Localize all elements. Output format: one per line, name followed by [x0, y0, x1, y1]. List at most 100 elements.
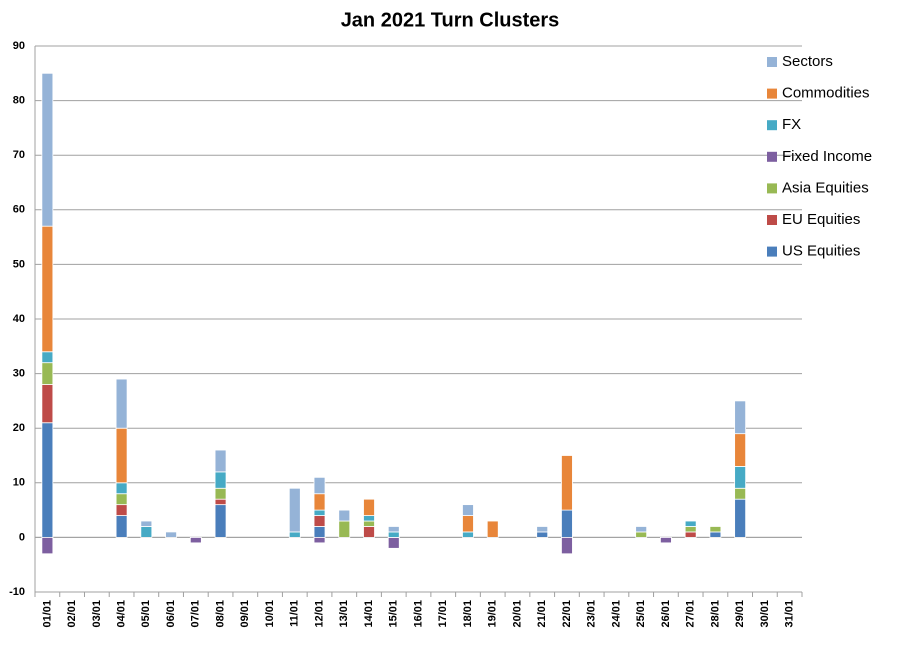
bar-segment — [41, 351, 54, 364]
y-tick-label: 60 — [13, 204, 25, 216]
x-tick-label: 01/01 — [41, 600, 53, 628]
bar-segment — [536, 531, 549, 538]
bar-segment — [561, 537, 573, 555]
bar-segment — [387, 526, 400, 533]
bar-segment — [189, 537, 202, 544]
bar-segment — [115, 482, 128, 495]
bar-segment — [734, 498, 747, 538]
y-tick-label: 30 — [13, 368, 25, 380]
x-tick-label: 11/01 — [289, 600, 301, 627]
bar-segment — [115, 504, 128, 516]
x-tick-label: 16/01 — [412, 600, 424, 628]
bar-segment — [214, 471, 227, 489]
y-tick-label: -10 — [9, 586, 25, 598]
y-tick-label: 70 — [13, 149, 25, 161]
bar-segment — [734, 400, 747, 435]
bar-segment — [462, 531, 474, 538]
y-tick-label: 90 — [13, 40, 25, 52]
bar-segment — [684, 520, 697, 527]
bar-segment — [363, 498, 375, 516]
x-tick-label: 15/01 — [388, 600, 400, 628]
bar-segment — [313, 526, 326, 538]
x-tick-label: 26/01 — [660, 600, 672, 628]
legend-swatch — [767, 215, 777, 225]
x-tick-label: 23/01 — [586, 600, 598, 628]
x-tick-label: 08/01 — [214, 600, 226, 628]
x-tick-label: 05/01 — [140, 600, 152, 628]
bar-segment — [313, 515, 326, 527]
y-tick-label: 20 — [13, 422, 25, 434]
bar-segment — [486, 520, 499, 538]
x-tick-label: 02/01 — [66, 600, 78, 628]
bar-segment — [288, 531, 301, 538]
bar-segment — [462, 515, 474, 533]
legend-label: US Equities — [782, 243, 860, 260]
bar-segment — [214, 504, 227, 538]
bar-segment — [313, 509, 326, 516]
bar-segment — [363, 526, 375, 538]
bar-segment — [734, 466, 747, 489]
x-tick-label: 04/01 — [116, 600, 128, 628]
x-tick-label: 03/01 — [91, 600, 103, 628]
bar-segment — [363, 515, 375, 522]
bar-segment — [115, 378, 128, 429]
legend-swatch — [767, 88, 777, 99]
bar-segment — [41, 362, 54, 385]
bar-segment — [338, 509, 351, 522]
bar-segment — [684, 531, 697, 538]
bar-segment — [313, 493, 326, 511]
x-tick-label: 31/01 — [784, 600, 796, 628]
bar-segment — [635, 526, 648, 533]
x-tick-label: 12/01 — [313, 600, 325, 628]
x-tick-label: 07/01 — [190, 600, 202, 628]
legend-swatch — [767, 246, 777, 257]
bar-segment — [313, 537, 326, 544]
bar-segment — [635, 531, 648, 538]
bar-segment — [462, 504, 474, 516]
bar-segment — [41, 225, 54, 353]
x-tick-label: 28/01 — [709, 600, 721, 628]
y-tick-label: 80 — [13, 95, 25, 107]
x-tick-label: 22/01 — [561, 600, 573, 628]
x-tick-label: 19/01 — [487, 600, 499, 628]
legend-swatch — [767, 120, 777, 131]
x-tick-label: 27/01 — [685, 600, 697, 628]
chart-title: Jan 2021 Turn Clusters — [341, 9, 560, 31]
bar-segment — [561, 455, 573, 511]
x-tick-label: 25/01 — [635, 600, 647, 628]
y-tick-label: 10 — [13, 477, 25, 489]
bar-segment — [140, 520, 153, 527]
legend-label: Sectors — [782, 53, 833, 70]
x-tick-label: 17/01 — [437, 600, 449, 628]
bar-segment — [313, 476, 326, 495]
legend-label: Fixed Income — [782, 148, 872, 165]
bar-segment — [338, 520, 351, 538]
bar-segment — [41, 537, 54, 555]
y-tick-label: 40 — [13, 313, 25, 325]
bar-segment — [536, 526, 549, 533]
x-tick-label: 14/01 — [363, 600, 375, 628]
bar-segment — [165, 531, 177, 538]
x-tick-label: 09/01 — [239, 600, 251, 628]
y-tick-label: 50 — [13, 258, 25, 270]
bar-segment — [709, 531, 722, 538]
legend-label: EU Equities — [782, 211, 860, 228]
legend-swatch — [767, 183, 777, 194]
x-tick-label: 20/01 — [511, 600, 523, 628]
bar-segment — [41, 422, 54, 538]
bar-segment — [214, 487, 227, 500]
bar-segment — [387, 537, 400, 549]
x-tick-label: 13/01 — [338, 600, 350, 628]
legend-swatch — [767, 151, 777, 162]
bar-segment — [140, 526, 153, 538]
bar-segment — [214, 449, 227, 473]
bar-segment — [734, 433, 747, 467]
bar-segment — [561, 509, 573, 538]
legend-label: FX — [782, 116, 801, 133]
bar-segment — [115, 515, 128, 538]
bar-segment — [684, 526, 697, 533]
legend-label: Asia Equities — [782, 179, 869, 196]
x-tick-label: 18/01 — [462, 600, 474, 628]
y-tick-label: 0 — [19, 531, 25, 543]
